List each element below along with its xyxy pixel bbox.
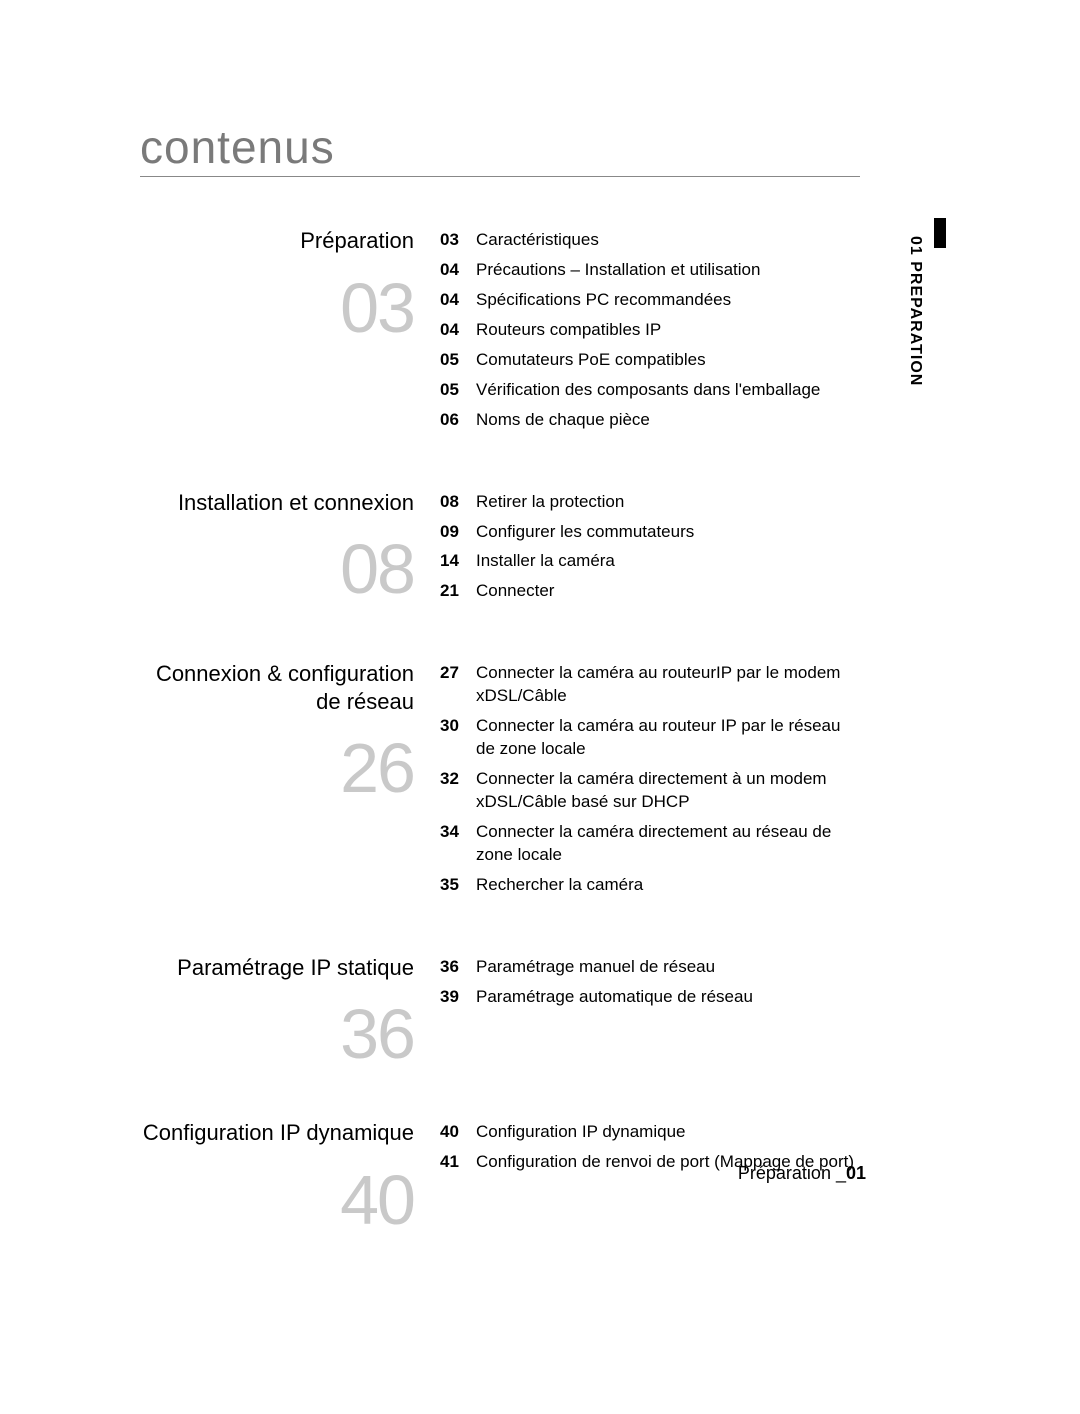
- toc-section-left: Préparation 03: [140, 227, 440, 343]
- toc-section: Connexion & configuration de réseau2627C…: [140, 660, 860, 903]
- toc-entry-label: Installer la caméra: [476, 550, 860, 573]
- toc-entry-page: 09: [440, 521, 476, 544]
- toc-entry-label: Connecter la caméra directement au résea…: [476, 821, 860, 867]
- toc-section-left: Configuration IP dynamique 40: [140, 1119, 440, 1235]
- toc-section: Paramétrage IP statique3636Paramétrage m…: [140, 954, 860, 1070]
- chapter-tab-marker: [934, 218, 946, 248]
- toc-section-number: 08: [140, 534, 414, 604]
- toc-entry: 06Noms de chaque pièce: [440, 409, 860, 432]
- toc-entry: 04Spécifications PC recommandées: [440, 289, 860, 312]
- toc-entry: 05Vérification des composants dans l'emb…: [440, 379, 860, 402]
- toc-entry-page: 27: [440, 662, 476, 685]
- toc-entry-label: Paramétrage automatique de réseau: [476, 986, 860, 1009]
- toc-section-title: Configuration IP dynamique: [140, 1119, 414, 1147]
- toc-entry-label: Connecter: [476, 580, 860, 603]
- toc-entry-page: 36: [440, 956, 476, 979]
- toc-entry-label: Spécifications PC recommandées: [476, 289, 860, 312]
- toc-entry-label: Noms de chaque pièce: [476, 409, 860, 432]
- footer-page: 01: [846, 1163, 866, 1183]
- toc-entry: 04Routeurs compatibles IP: [440, 319, 860, 342]
- page-title: contenus: [140, 120, 860, 177]
- toc-entry: 04Précautions – Installation et utilisat…: [440, 259, 860, 282]
- toc-entry: 21Connecter: [440, 580, 860, 603]
- toc-section-title: Installation et connexion: [140, 489, 414, 517]
- toc-entry: 14Installer la caméra: [440, 550, 860, 573]
- toc-entry-page: 05: [440, 349, 476, 372]
- toc-entry-page: 03: [440, 229, 476, 252]
- page-footer: Préparation _01: [738, 1163, 866, 1184]
- toc-section-number: 03: [140, 273, 414, 343]
- toc-entry-page: 05: [440, 379, 476, 402]
- toc-entry-label: Configurer les commutateurs: [476, 521, 860, 544]
- toc-entry-page: 08: [440, 491, 476, 514]
- table-of-contents: Préparation0303Caractéristiques04Précaut…: [140, 227, 860, 1235]
- toc-section: Préparation0303Caractéristiques04Précaut…: [140, 227, 860, 439]
- toc-section-left: Installation et connexion 08: [140, 489, 440, 605]
- toc-entry-page: 04: [440, 259, 476, 282]
- toc-entry-label: Vérification des composants dans l'embal…: [476, 379, 860, 402]
- toc-entry-page: 32: [440, 768, 476, 791]
- toc-entry-label: Comutateurs PoE compatibles: [476, 349, 860, 372]
- toc-entry-page: 06: [440, 409, 476, 432]
- toc-entry: 32Connecter la caméra directement à un m…: [440, 768, 860, 814]
- toc-entry: 03Caractéristiques: [440, 229, 860, 252]
- toc-entry: 09Configurer les commutateurs: [440, 521, 860, 544]
- toc-section-entries: 36Paramétrage manuel de réseau39Paramétr…: [440, 954, 860, 1016]
- toc-section-entries: 08Retirer la protection09Configurer les …: [440, 489, 860, 611]
- toc-entry-page: 41: [440, 1151, 476, 1174]
- toc-entry: 08Retirer la protection: [440, 491, 860, 514]
- toc-section-entries: 27Connecter la caméra au routeurIP par l…: [440, 660, 860, 903]
- toc-entry-label: Paramétrage manuel de réseau: [476, 956, 860, 979]
- toc-entry: 40Configuration IP dynamique: [440, 1121, 860, 1144]
- toc-section: Installation et connexion0808Retirer la …: [140, 489, 860, 611]
- toc-entry-page: 04: [440, 319, 476, 342]
- toc-section-title: Préparation: [140, 227, 414, 255]
- toc-entry: 30Connecter la caméra au routeur IP par …: [440, 715, 860, 761]
- toc-entry-label: Précautions – Installation et utilisatio…: [476, 259, 860, 282]
- toc-section-title: Connexion & configuration de réseau: [140, 660, 414, 715]
- toc-entry: 05Comutateurs PoE compatibles: [440, 349, 860, 372]
- toc-entry-page: 14: [440, 550, 476, 573]
- chapter-tab-text: 01 PREPARATION: [906, 236, 924, 386]
- toc-entry: 36Paramétrage manuel de réseau: [440, 956, 860, 979]
- toc-entry: 27Connecter la caméra au routeurIP par l…: [440, 662, 860, 708]
- toc-entry: 39Paramétrage automatique de réseau: [440, 986, 860, 1009]
- toc-entry-label: Routeurs compatibles IP: [476, 319, 860, 342]
- toc-entry-page: 04: [440, 289, 476, 312]
- toc-section-entries: 03Caractéristiques04Précautions – Instal…: [440, 227, 860, 439]
- page-content: contenus Préparation0303Caractéristiques…: [140, 120, 860, 1285]
- toc-entry-page: 40: [440, 1121, 476, 1144]
- toc-section-number: 26: [140, 733, 414, 803]
- toc-entry-label: Connecter la caméra au routeur IP par le…: [476, 715, 860, 761]
- toc-entry-label: Caractéristiques: [476, 229, 860, 252]
- toc-entry-label: Connecter la caméra directement à un mod…: [476, 768, 860, 814]
- toc-entry-label: Rechercher la caméra: [476, 874, 860, 897]
- toc-entry-label: Retirer la protection: [476, 491, 860, 514]
- toc-section-title: Paramétrage IP statique: [140, 954, 414, 982]
- toc-section-number: 36: [140, 999, 414, 1069]
- footer-label: Préparation _: [738, 1163, 846, 1183]
- toc-entry: 35Rechercher la caméra: [440, 874, 860, 897]
- toc-entry-label: Configuration IP dynamique: [476, 1121, 860, 1144]
- toc-entry-label: Connecter la caméra au routeurIP par le …: [476, 662, 860, 708]
- toc-entry-page: 30: [440, 715, 476, 738]
- toc-section-left: Paramétrage IP statique 36: [140, 954, 440, 1070]
- toc-entry-page: 39: [440, 986, 476, 1009]
- toc-entry-page: 21: [440, 580, 476, 603]
- chapter-tab: 01 PREPARATION: [906, 236, 924, 386]
- toc-section-left: Connexion & configuration de réseau 26: [140, 660, 440, 803]
- toc-entry-page: 34: [440, 821, 476, 844]
- toc-entry-page: 35: [440, 874, 476, 897]
- toc-section-number: 40: [140, 1165, 414, 1235]
- toc-entry: 34Connecter la caméra directement au rés…: [440, 821, 860, 867]
